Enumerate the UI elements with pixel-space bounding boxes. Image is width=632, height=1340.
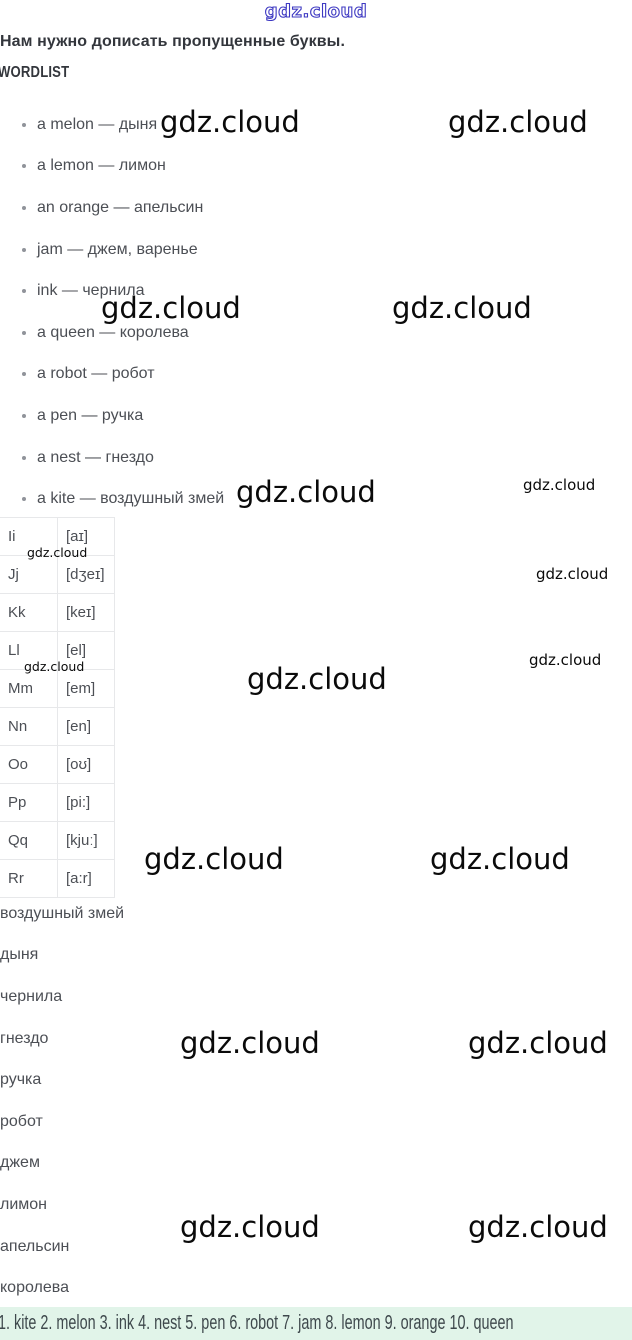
translation-item: лимон: [0, 1195, 48, 1213]
pronunciation-cell: [aɪ]: [57, 517, 115, 556]
letter-cell: Pp: [0, 783, 58, 822]
answer-bar: 1. kite 2. melon 3. ink 4. nest 5. pen 6…: [0, 1307, 632, 1340]
bullet-icon: [22, 122, 26, 127]
pronunciation-cell: [em]: [57, 669, 115, 708]
site-watermark: gdz.cloud: [27, 545, 88, 560]
wordlist-item-text: a lemon — лимон: [37, 157, 166, 175]
wordlist-item: a queen — королева: [0, 312, 224, 354]
site-watermark: gdz.cloud: [101, 291, 241, 325]
site-watermark: gdz.cloud: [180, 1210, 320, 1244]
letter-cell: Jj: [0, 555, 58, 594]
wordlist-item-text: a melon — дыня: [37, 115, 158, 133]
bullet-icon: [22, 372, 26, 377]
wordlist-item-text: a kite — воздушный змей: [37, 490, 225, 508]
site-watermark: gdz.cloud: [536, 565, 609, 583]
wordlist-item: a kite — воздушный змей: [0, 478, 224, 520]
translation-item: апельсин: [0, 1237, 70, 1255]
letter-cell: Ii: [0, 517, 58, 556]
site-watermark: gdz.cloud: [448, 105, 588, 139]
alphabet-row: Ll [el]: [0, 631, 115, 670]
translation-item: дыня: [0, 946, 39, 964]
pronunciation-cell: [el]: [57, 631, 115, 670]
wordlist-item: jam — джем, варенье: [0, 229, 224, 271]
bullet-icon: [22, 455, 26, 460]
translation-item: ручка: [0, 1071, 42, 1089]
alphabet-row: Ii [aɪ]: [0, 517, 115, 556]
alphabet-row: Jj [dʒeɪ]: [0, 555, 115, 594]
alphabet-row: Mm [em]: [0, 669, 115, 708]
answer-text: 1. kite 2. melon 3. ink 4. nest 5. pen 6…: [0, 1312, 514, 1334]
translation-item: королева: [0, 1279, 69, 1297]
wordlist-item: a pen — ручка: [0, 395, 224, 437]
translation-list: воздушный змей дыня чернила гнездо ручка…: [0, 893, 124, 1309]
alphabet-row: Nn [en]: [0, 707, 115, 746]
bullet-icon: [22, 164, 26, 169]
letter-cell: Kk: [0, 593, 58, 632]
site-watermark: gdz.cloud: [236, 475, 376, 509]
translation-item: робот: [0, 1112, 43, 1130]
alphabet-row: Oo [oʊ]: [0, 745, 115, 784]
wordlist-item: ink — чернила: [0, 270, 224, 312]
pronunciation-cell: [kjuː]: [57, 821, 115, 860]
wordlist-item: a melon — дыня: [0, 104, 224, 146]
alphabet-row: Qq [kjuː]: [0, 821, 115, 860]
bullet-icon: [22, 205, 26, 210]
wordlist-item: a lemon — лимон: [0, 146, 224, 188]
wordlist-item: a nest — гнездо: [0, 437, 224, 479]
wordlist-item-text: an orange — апельсин: [37, 198, 204, 216]
bullet-icon: [22, 289, 26, 294]
pronunciation-cell: [a:r]: [57, 859, 115, 898]
site-watermark: gdz.cloud: [180, 1026, 320, 1060]
pronunciation-cell: [pi:]: [57, 783, 115, 822]
site-watermark: gdz.cloud: [392, 291, 532, 325]
pronunciation-cell: [dʒeɪ]: [57, 555, 115, 594]
wordlist-item: an orange — апельсин: [0, 187, 224, 229]
wordlist-item-text: jam — джем, варенье: [37, 240, 198, 258]
letter-cell: Ll: [0, 631, 58, 670]
site-watermark: gdz.cloud: [160, 105, 300, 139]
bullet-icon: [22, 330, 26, 335]
wordlist: a melon — дыня a lemon — лимон an orange…: [0, 104, 224, 520]
alphabet-row: Kk [keɪ]: [0, 593, 115, 632]
wordlist-item-text: a robot — робот: [37, 365, 155, 383]
bullet-icon: [22, 247, 26, 252]
site-watermark: gdz.cloud: [468, 1026, 608, 1060]
site-watermark: gdz.cloud: [430, 842, 570, 876]
alphabet-row: Rr [a:r]: [0, 859, 115, 898]
letter-cell: Qq: [0, 821, 58, 860]
site-watermark: gdz.cloud: [529, 651, 602, 669]
task-instruction: Нам нужно дописать пропущенные буквы.: [0, 33, 345, 50]
bullet-icon: [22, 497, 26, 502]
wordlist-item-text: a pen — ручка: [37, 406, 144, 424]
site-watermark: gdz.cloud: [247, 662, 387, 696]
site-watermark: gdz.cloud: [468, 1210, 608, 1244]
wordlist-title: WORDLIST: [0, 64, 70, 81]
site-watermark: gdz.cloud: [24, 659, 85, 674]
translation-item: гнездо: [0, 1029, 49, 1047]
letter-cell: Rr: [0, 859, 58, 898]
alphabet-row: Pp [pi:]: [0, 783, 115, 822]
pronunciation-cell: [keɪ]: [57, 593, 115, 632]
letter-cell: Mm: [0, 669, 58, 708]
site-watermark-top: gdz.cloud: [264, 0, 368, 22]
translation-item: воздушный змей: [0, 904, 125, 922]
pronunciation-cell: [oʊ]: [57, 745, 115, 784]
translation-item: джем: [0, 1154, 40, 1172]
wordlist-item-text: a nest — гнездо: [37, 448, 154, 466]
wordlist-item: a robot — робот: [0, 354, 224, 396]
translation-item: чернила: [0, 987, 63, 1005]
pronunciation-cell: [en]: [57, 707, 115, 746]
letter-cell: Oo: [0, 745, 58, 784]
alphabet-table: Ii [aɪ] Jj [dʒeɪ] Kk [keɪ] Ll [el] Mm [em] Nn…: [0, 517, 115, 898]
site-watermark: gdz.cloud: [523, 476, 596, 494]
site-watermark: gdz.cloud: [144, 842, 284, 876]
wordlist-item-text: ink — чернила: [37, 282, 145, 300]
bullet-icon: [22, 413, 26, 418]
letter-cell: Nn: [0, 707, 58, 746]
wordlist-item-text: a queen — королева: [37, 323, 189, 341]
